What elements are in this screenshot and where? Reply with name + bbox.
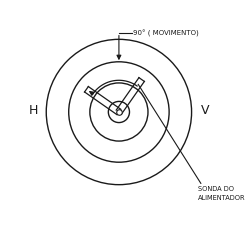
Text: SONDA DO: SONDA DO <box>198 185 234 191</box>
Text: 90° ( MOVIMENTO): 90° ( MOVIMENTO) <box>134 29 199 36</box>
Text: V: V <box>200 104 209 116</box>
Text: H: H <box>28 104 38 116</box>
Text: ALIMENTADOR: ALIMENTADOR <box>198 194 246 200</box>
